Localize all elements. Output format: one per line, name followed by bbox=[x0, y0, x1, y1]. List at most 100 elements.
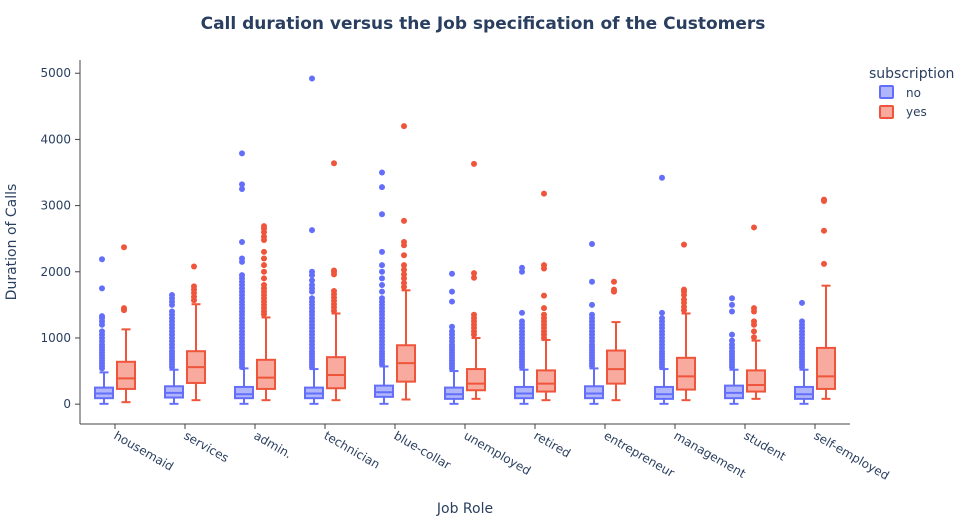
outlier-point bbox=[471, 274, 477, 281]
iqr-box bbox=[654, 385, 674, 400]
outlier-point bbox=[379, 295, 385, 302]
outlier-point bbox=[821, 196, 827, 203]
x-tick-label: housemaid bbox=[112, 428, 176, 473]
outlier-point bbox=[541, 190, 547, 197]
outlier-point bbox=[309, 75, 315, 82]
x-tick-label: technician bbox=[322, 428, 383, 471]
iqr-box bbox=[466, 368, 486, 392]
box-yes-housemaid bbox=[116, 244, 136, 404]
box-yes-blue-collar bbox=[396, 123, 416, 401]
outlier-point bbox=[589, 301, 595, 308]
outlier-point bbox=[729, 301, 735, 308]
y-axis-ticks: 0 1000 2000 3000 4000 5000 bbox=[40, 66, 80, 411]
outlier-point bbox=[471, 311, 477, 318]
box-no-housemaid bbox=[94, 256, 114, 405]
iqr-box bbox=[794, 385, 814, 400]
x-tick-label: self-employed bbox=[812, 428, 892, 482]
outlier-point bbox=[471, 160, 477, 167]
outlier-point bbox=[449, 270, 455, 277]
outlier-point bbox=[401, 217, 407, 224]
outlier-point bbox=[121, 305, 127, 312]
outlier-point bbox=[681, 241, 687, 248]
outlier-point bbox=[379, 169, 385, 176]
box-yes-retired bbox=[536, 190, 556, 402]
y-tick-label: 2000 bbox=[40, 265, 71, 279]
outlier-point bbox=[751, 224, 757, 231]
y-axis-title: Duration of Calls bbox=[4, 184, 20, 301]
outlier-point bbox=[401, 266, 407, 273]
outlier-point bbox=[379, 211, 385, 218]
legend-swatch-yes bbox=[879, 105, 894, 119]
outlier-point bbox=[541, 305, 547, 312]
box-no-blue-collar bbox=[374, 169, 394, 405]
y-tick-label: 5000 bbox=[40, 66, 71, 80]
outlier-point bbox=[379, 262, 385, 269]
outlier-point bbox=[611, 278, 617, 285]
outlier-point bbox=[309, 282, 315, 289]
outlier-point bbox=[589, 278, 595, 285]
outlier-point bbox=[191, 263, 197, 270]
iqr-box bbox=[116, 360, 136, 390]
outlier-point bbox=[239, 181, 245, 188]
outlier-point bbox=[519, 309, 525, 316]
outlier-point bbox=[681, 286, 687, 293]
y-tick-label: 4000 bbox=[40, 132, 71, 146]
iqr-box bbox=[234, 385, 254, 400]
outlier-point bbox=[541, 292, 547, 299]
legend-label-no: no bbox=[906, 86, 921, 100]
outlier-point bbox=[751, 318, 757, 325]
outlier-point bbox=[751, 328, 757, 335]
box-yes-entrepreneur bbox=[606, 278, 626, 402]
outlier-point bbox=[799, 299, 805, 306]
outlier-point bbox=[729, 295, 735, 302]
outlier-point bbox=[99, 285, 105, 292]
box-no-technician bbox=[304, 75, 324, 405]
outlier-point bbox=[379, 282, 385, 289]
outlier-point bbox=[449, 328, 455, 335]
outlier-point bbox=[239, 272, 245, 279]
box-no-retired bbox=[514, 264, 534, 405]
outlier-point bbox=[401, 280, 407, 287]
x-tick-label: blue-collar bbox=[392, 428, 454, 472]
outlier-point bbox=[309, 277, 315, 284]
outlier-point bbox=[449, 323, 455, 330]
box-yes-student bbox=[746, 224, 766, 400]
box-no-self-employed bbox=[794, 299, 814, 405]
box-no-management bbox=[654, 174, 674, 405]
outlier-point bbox=[519, 318, 525, 325]
outlier-point bbox=[379, 275, 385, 282]
outlier-point bbox=[541, 262, 547, 269]
outlier-point bbox=[799, 318, 805, 325]
y-tick-label: 3000 bbox=[40, 199, 71, 213]
outlier-point bbox=[309, 268, 315, 275]
iqr-box bbox=[536, 369, 556, 393]
x-tick-label: admin. bbox=[252, 428, 295, 461]
x-tick-label: unemployed bbox=[462, 428, 534, 477]
outlier-point bbox=[169, 308, 175, 315]
x-tick-label: services bbox=[182, 428, 232, 465]
outlier-point bbox=[821, 260, 827, 267]
outlier-point bbox=[659, 309, 665, 316]
box-no-admin. bbox=[234, 150, 254, 405]
legend-label-yes: yes bbox=[906, 105, 927, 119]
outlier-point bbox=[309, 295, 315, 302]
outlier-point bbox=[99, 328, 105, 335]
outlier-point bbox=[261, 233, 267, 240]
iqr-box bbox=[816, 346, 836, 390]
legend-swatch-no bbox=[879, 85, 894, 99]
x-axis-ticks: housemaid services admin. technician blue-co… bbox=[112, 424, 892, 483]
outlier-point bbox=[239, 150, 245, 157]
outlier-point bbox=[331, 160, 337, 167]
outlier-point bbox=[331, 267, 337, 274]
box-yes-services bbox=[186, 263, 206, 402]
outlier-point bbox=[121, 244, 127, 251]
outlier-point bbox=[379, 268, 385, 275]
outlier-point bbox=[541, 311, 547, 318]
iqr-box bbox=[746, 369, 766, 393]
iqr-box bbox=[256, 358, 276, 390]
x-tick-label: management bbox=[672, 428, 749, 480]
outlier-point bbox=[821, 227, 827, 234]
box-yes-admin. bbox=[256, 223, 276, 402]
outlier-point bbox=[589, 240, 595, 247]
